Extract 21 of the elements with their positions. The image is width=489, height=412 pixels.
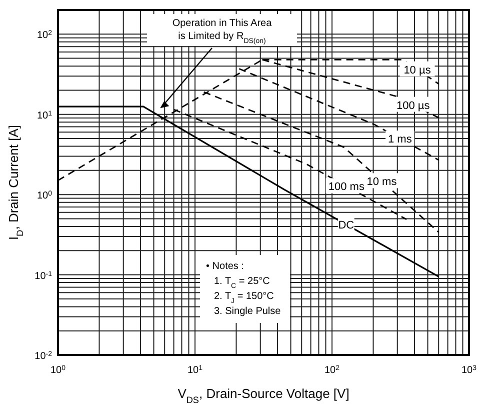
y-tick-label: 10$^{-1}$: [34, 270, 52, 282]
y-tick-label: 10$^{0}$: [36, 190, 52, 202]
annotation: 2. T$_{J}$ = 150°C: [214, 291, 274, 304]
series-label: 10 ms: [366, 176, 398, 188]
series-label: 1 ms: [388, 134, 412, 146]
x-tick-label: 10$^{0}$: [50, 364, 66, 376]
series-label: 10 µs: [404, 64, 432, 76]
annotation: Operation in This Area is Limited by R$_{DS(on)}$: [172, 18, 272, 44]
y-tick-label: 10$^{-2}$: [34, 350, 52, 362]
x-tick-label: 10$^{2}$: [324, 364, 340, 376]
series-label: DC: [338, 219, 354, 232]
series-label: 100 µs: [396, 100, 430, 112]
y-tick-label: 10$^{1}$: [36, 110, 52, 122]
x-axis-title: V$_{DS}$, Drain-Source Voltage [V]: [178, 386, 350, 405]
x-tick-label: 10$^{1}$: [187, 364, 203, 376]
series-label: 100 ms: [328, 181, 365, 194]
annotation: • Notes :: [206, 261, 244, 272]
annotation: 1. T$_{C}$ = 25°C: [214, 276, 270, 290]
y-tick-label: 10$^{2}$: [36, 30, 52, 42]
annotation: 3. Single Pulse: [214, 306, 282, 317]
x-tick-label: 10$^{3}$: [461, 364, 477, 376]
